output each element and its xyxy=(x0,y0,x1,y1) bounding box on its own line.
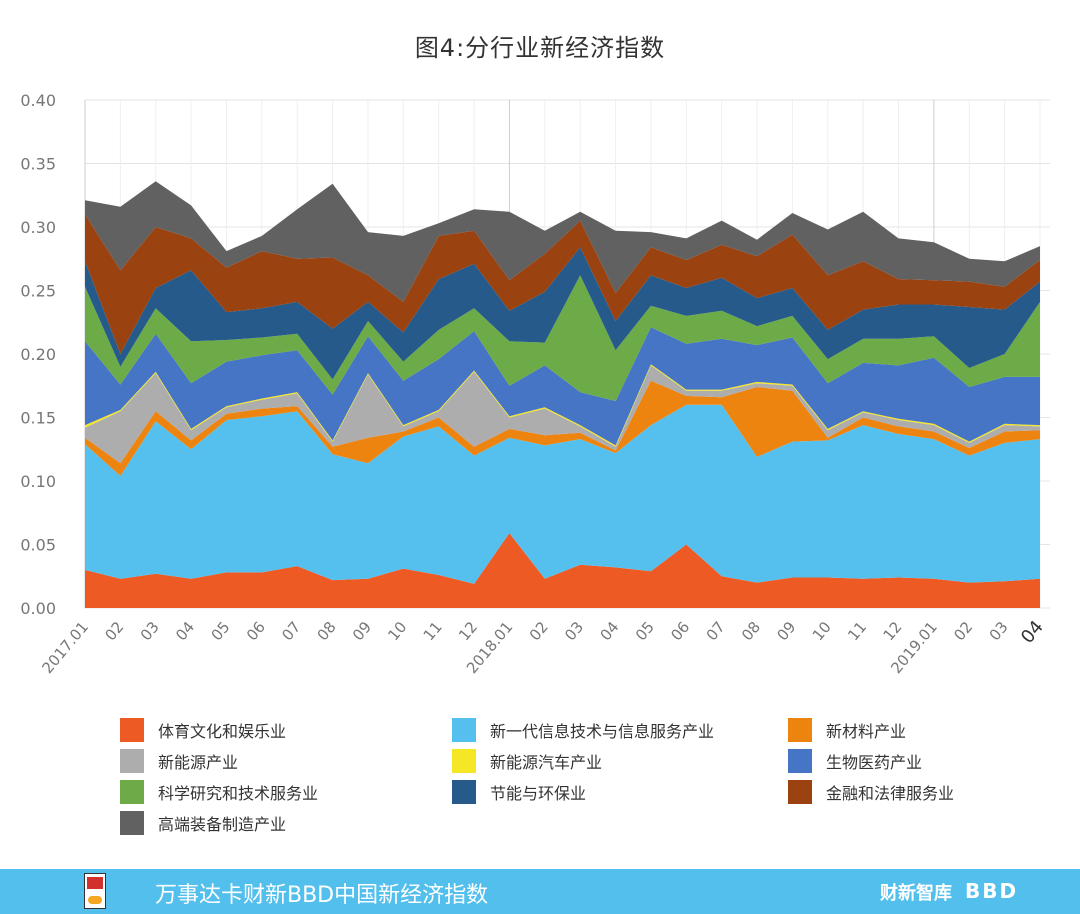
legend-label: 体育文化和娱乐业 xyxy=(158,722,287,741)
legend-swatch xyxy=(120,811,144,835)
y-axis: 0.00 0.05 0.10 0.15 0.20 0.25 0.30 0.35 0.40 xyxy=(20,91,56,618)
x-tick-label: 10 xyxy=(809,618,835,644)
legend-item: 新材料产业 xyxy=(788,718,906,742)
area-series-8 xyxy=(85,214,1040,354)
legend-item: 高端装备制造产业 xyxy=(120,811,286,835)
x-tick-label: 09 xyxy=(773,618,799,644)
legend-label: 新一代信息技术与信息服务产业 xyxy=(490,722,715,741)
legend-label: 金融和法律服务业 xyxy=(826,784,955,803)
legend-item: 新能源产业 xyxy=(120,749,238,773)
x-tick-label: 06 xyxy=(243,618,269,644)
y-tick-label: 0.25 xyxy=(20,282,56,301)
legend-label: 新材料产业 xyxy=(826,722,907,741)
x-tick-label: 05 xyxy=(207,618,233,644)
legend-swatch xyxy=(788,718,812,742)
legend-item: 生物医药产业 xyxy=(788,749,922,773)
legend-label: 新能源产业 xyxy=(158,753,239,772)
y-tick-label: 0.05 xyxy=(20,536,56,555)
x-tick-label: 06 xyxy=(667,618,693,644)
x-tick-label: 02 xyxy=(101,618,127,644)
legend-swatch xyxy=(452,718,476,742)
y-tick-label: 0.00 xyxy=(20,599,56,618)
y-tick-label: 0.20 xyxy=(20,345,56,364)
x-tick-label: 03 xyxy=(561,618,587,644)
legend-label: 高端装备制造产业 xyxy=(158,815,287,834)
x-tick-label: 07 xyxy=(278,618,304,644)
legend-label: 生物医药产业 xyxy=(826,753,923,772)
legend-item: 体育文化和娱乐业 xyxy=(120,718,286,742)
legend-label: 新能源汽车产业 xyxy=(490,753,603,772)
y-tick-label: 0.30 xyxy=(20,218,56,237)
x-tick-label: 02 xyxy=(526,618,552,644)
area-series-1 xyxy=(85,404,1040,584)
x-tick-label: 07 xyxy=(703,618,729,644)
y-tick-label: 0.40 xyxy=(20,91,56,110)
x-tick-label: 12 xyxy=(455,618,481,644)
legend-label: 节能与环保业 xyxy=(490,784,587,803)
x-tick-label: 11 xyxy=(420,618,446,644)
footer-title: 万事达卡财新BBD中国新经济指数 xyxy=(155,883,489,908)
x-tick-label: 04 xyxy=(172,618,198,644)
y-tick-label: 0.35 xyxy=(20,155,56,174)
x-tick-label: 08 xyxy=(314,618,340,644)
x-tick-label: 09 xyxy=(349,618,375,644)
legend-swatch xyxy=(120,718,144,742)
index-logo-icon xyxy=(84,873,106,909)
x-tick-label: 02 xyxy=(950,618,976,644)
legend-swatch xyxy=(788,780,812,804)
x-tick-label: 04 xyxy=(597,618,623,644)
x-tick-label: 12 xyxy=(880,618,906,644)
legend-swatch xyxy=(788,749,812,773)
y-tick-label: 0.10 xyxy=(20,472,56,491)
legend-item: 科学研究和技术服务业 xyxy=(120,780,318,804)
x-tick-label: 03 xyxy=(137,618,163,644)
area-series-7 xyxy=(85,247,1040,380)
chart-title: 图4:分行业新经济指数 xyxy=(414,34,666,62)
stacked-area-chart: 0.00 0.05 0.10 0.15 0.20 0.25 0.30 0.35 0.40 201… xyxy=(20,91,1050,677)
legend-item: 新能源汽车产业 xyxy=(452,749,602,773)
legend-item: 节能与环保业 xyxy=(452,780,586,804)
area-series-5 xyxy=(85,327,1040,446)
x-tick-label: 2017.01 xyxy=(38,618,92,677)
x-tick-label: 08 xyxy=(738,618,764,644)
legend-swatch xyxy=(120,749,144,773)
area-series xyxy=(85,181,1040,608)
area-series-6 xyxy=(85,275,1040,401)
x-tick-label: 04 xyxy=(1017,617,1048,648)
footer-bar: 万事达卡财新BBD中国新经济指数 财新智库 BBD xyxy=(0,869,1080,914)
x-tick-label: 03 xyxy=(986,618,1012,644)
area-series-0 xyxy=(85,533,1040,608)
x-tick-label: 10 xyxy=(384,618,410,644)
area-series-9 xyxy=(85,181,1040,302)
area-series-2 xyxy=(85,380,1040,476)
y-tick-label: 0.15 xyxy=(20,409,56,428)
legend-swatch xyxy=(452,780,476,804)
legend-item: 金融和法律服务业 xyxy=(788,780,954,804)
legend-swatch xyxy=(120,780,144,804)
brand-logo-caixin: 财新智库 xyxy=(880,883,952,904)
x-tick-label: 05 xyxy=(632,618,658,644)
legend-item: 新一代信息技术与信息服务产业 xyxy=(452,718,714,742)
brand-logo-bbd: BBD xyxy=(965,879,1019,903)
legend-swatch xyxy=(452,749,476,773)
legend-label: 科学研究和技术服务业 xyxy=(158,784,319,803)
x-tick-label: 11 xyxy=(844,618,870,644)
